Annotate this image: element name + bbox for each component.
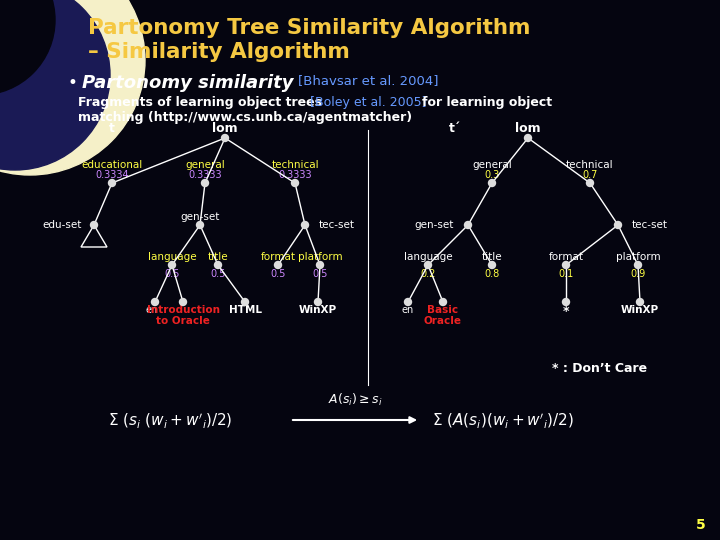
- Circle shape: [562, 299, 570, 306]
- Circle shape: [179, 299, 186, 306]
- Text: 0.3: 0.3: [485, 170, 500, 180]
- Circle shape: [562, 261, 570, 268]
- Circle shape: [302, 221, 308, 228]
- Circle shape: [0, 0, 55, 95]
- Circle shape: [634, 261, 642, 268]
- Text: – Similarity Algorithm: – Similarity Algorithm: [88, 42, 350, 62]
- Circle shape: [215, 261, 222, 268]
- Text: *: *: [563, 305, 570, 318]
- Text: 0.1: 0.1: [559, 269, 574, 279]
- Text: general: general: [185, 160, 225, 170]
- Text: 5: 5: [696, 518, 706, 532]
- Text: WinXP: WinXP: [621, 305, 659, 315]
- Circle shape: [425, 261, 431, 268]
- Circle shape: [168, 261, 176, 268]
- Circle shape: [222, 134, 228, 141]
- Text: language: language: [404, 252, 452, 262]
- Circle shape: [636, 299, 644, 306]
- Text: language: language: [148, 252, 197, 262]
- Text: to Oracle: to Oracle: [156, 316, 210, 326]
- Text: $\Sigma\ (s_i\ (w_i + w'_i)/2)$: $\Sigma\ (s_i\ (w_i + w'_i)/2)$: [108, 410, 233, 429]
- Text: 0.5: 0.5: [210, 269, 225, 279]
- Text: lom: lom: [516, 122, 541, 135]
- Text: lom: lom: [212, 122, 238, 135]
- Text: * : Don’t Care: * : Don’t Care: [552, 362, 647, 375]
- Circle shape: [317, 261, 323, 268]
- Text: $\Sigma\ (A(s_i)(w_i + w'_i)/2)$: $\Sigma\ (A(s_i)(w_i + w'_i)/2)$: [432, 410, 574, 429]
- Text: title: title: [482, 252, 503, 262]
- Text: Partonomy Tree Similarity Algorithm: Partonomy Tree Similarity Algorithm: [88, 18, 531, 38]
- Text: 0.8: 0.8: [485, 269, 500, 279]
- Circle shape: [524, 134, 531, 141]
- Text: t´: t´: [449, 122, 461, 135]
- Circle shape: [0, 0, 145, 175]
- Text: WinXP: WinXP: [299, 305, 337, 315]
- Text: educational: educational: [81, 160, 143, 170]
- Text: format: format: [261, 252, 295, 262]
- Text: 0.3333: 0.3333: [278, 170, 312, 180]
- Circle shape: [488, 179, 495, 186]
- Text: [Boley et al. 2005]: [Boley et al. 2005]: [310, 96, 426, 109]
- Circle shape: [614, 221, 621, 228]
- Text: platform: platform: [616, 252, 660, 262]
- Circle shape: [464, 221, 472, 228]
- Text: HTML: HTML: [228, 305, 261, 315]
- Text: tec-set: tec-set: [319, 220, 355, 230]
- Text: platform: platform: [297, 252, 342, 262]
- Circle shape: [587, 179, 593, 186]
- Circle shape: [151, 299, 158, 306]
- Circle shape: [315, 299, 322, 306]
- Text: t: t: [109, 122, 115, 135]
- Text: 0.5: 0.5: [312, 269, 328, 279]
- Text: •: •: [68, 74, 78, 92]
- Circle shape: [0, 0, 110, 170]
- Text: technical: technical: [566, 160, 614, 170]
- Text: matching (http://www.cs.unb.ca/agentmatcher): matching (http://www.cs.unb.ca/agentmatc…: [78, 111, 412, 124]
- Text: Introduction: Introduction: [146, 305, 220, 315]
- Text: gen-set: gen-set: [415, 220, 454, 230]
- Circle shape: [241, 299, 248, 306]
- Text: Partonomy similarity: Partonomy similarity: [82, 74, 294, 92]
- Circle shape: [488, 261, 495, 268]
- Circle shape: [91, 221, 97, 228]
- Circle shape: [274, 261, 282, 268]
- Text: 0.2: 0.2: [420, 269, 436, 279]
- Text: for learning object: for learning object: [422, 96, 552, 109]
- Text: 0.7: 0.7: [582, 170, 598, 180]
- Text: gen-set: gen-set: [180, 212, 220, 222]
- Circle shape: [197, 221, 204, 228]
- Text: edu-set: edu-set: [42, 220, 82, 230]
- Text: Basic: Basic: [428, 305, 459, 315]
- Circle shape: [405, 299, 412, 306]
- Circle shape: [292, 179, 299, 186]
- Text: 0.5: 0.5: [164, 269, 180, 279]
- Text: technical: technical: [271, 160, 319, 170]
- Text: 0.3333: 0.3333: [188, 170, 222, 180]
- Text: format: format: [549, 252, 583, 262]
- Text: en: en: [402, 305, 414, 315]
- Text: 0.5: 0.5: [270, 269, 286, 279]
- Text: Fragments of learning object trees: Fragments of learning object trees: [78, 96, 322, 109]
- Text: tec-set: tec-set: [632, 220, 668, 230]
- Text: [Bhavsar et al. 2004]: [Bhavsar et al. 2004]: [298, 74, 438, 87]
- Text: Oracle: Oracle: [424, 316, 462, 326]
- Text: en: en: [146, 305, 158, 315]
- Text: 0.3334: 0.3334: [95, 170, 129, 180]
- Text: $A(s_i) \geq s_i$: $A(s_i) \geq s_i$: [328, 392, 382, 408]
- Circle shape: [109, 179, 115, 186]
- Circle shape: [439, 299, 446, 306]
- Text: general: general: [472, 160, 512, 170]
- Text: 0.9: 0.9: [631, 269, 646, 279]
- Text: title: title: [207, 252, 228, 262]
- Circle shape: [202, 179, 209, 186]
